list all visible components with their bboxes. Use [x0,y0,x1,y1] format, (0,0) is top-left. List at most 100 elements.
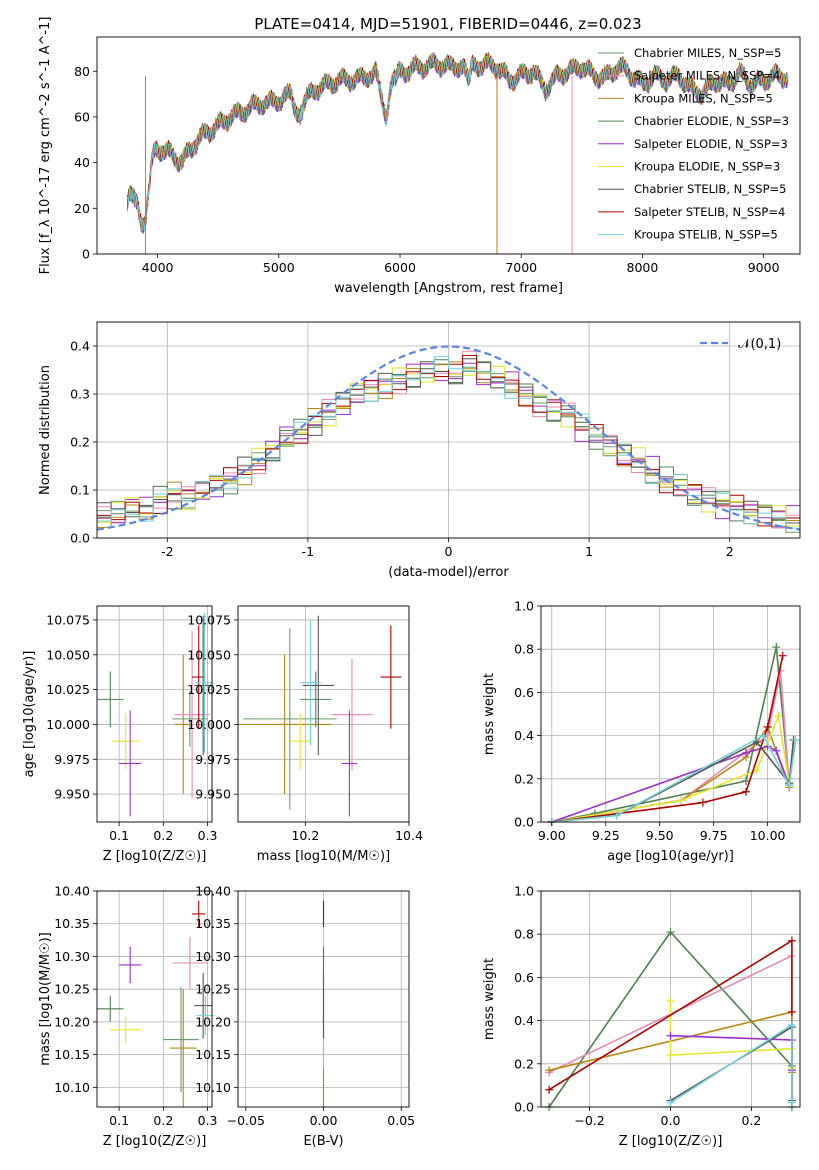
axes-frame [96,605,213,823]
y-axis-label: mass weight [482,673,497,755]
y-tick-label: 9.950 [195,787,231,802]
panel-0: 4000 5000 6000 7000 8000 9000 0 20 40 60 80 wavelen… [38,17,801,296]
panel-1: -2 -1 0 1 2 0.0 0.1 0.2 0.3 0.4 (data-model)/error… [38,321,801,580]
x-axis-label: mass [log10(M/M☉)] [257,849,390,864]
legend-entry: Salpeter STELIB, N_SSP=4 [634,205,785,219]
x-axis-label: Z [log10(Z/Z☉)] [103,1134,207,1149]
legend-entry: 𝒩(0,1) [738,337,781,352]
x-tick-label: 10.4 [395,828,423,843]
x-tick-label: 9.00 [538,828,566,843]
series-marker [787,1007,796,1016]
x-tick-label: 1 [585,544,593,559]
spectrum-line [126,56,789,234]
y-tick-label: 10.25 [195,982,231,997]
spectrum-line [126,55,789,233]
normal-curve [97,345,800,531]
y-tick-label: 0.0 [514,1100,534,1115]
series-marker [666,1031,675,1040]
y-tick-label: 10.025 [187,682,231,697]
panel-7: −0.2 0.0 0.2 0.0 0.2 0.4 0.6 0.8 1.0 Z [log10(Z/Z… [482,884,801,1149]
y-tick-label: 10.35 [54,916,90,931]
y-tick-label: 10.10 [54,1080,90,1095]
x-tick-label: 5000 [263,260,295,275]
y-tick-label: 0.2 [70,435,90,450]
series-marker [612,811,621,820]
y-tick-label: 0.2 [514,1056,534,1071]
series-line [551,646,790,823]
x-tick-label: 0.05 [387,1113,415,1128]
series-line [669,1001,793,1069]
series-marker [666,1098,675,1107]
legend-entry: Kroupa MILES, N_SSP=5 [634,91,773,105]
x-axis-label: wavelength [Angstrom, rest frame] [334,281,563,296]
x-tick-label: 6000 [384,260,416,275]
x-tick-label: 0.2 [153,1113,173,1128]
x-axis-label: (data-model)/error [388,565,509,580]
y-tick-label: 10.000 [187,717,231,732]
x-axis-label: age [log10(age/yr)] [607,849,734,864]
axes-frame [96,36,801,255]
y-tick-label: 1.0 [514,884,534,899]
legend-entry: Chabrier ELODIE, N_SSP=3 [634,114,789,128]
legend-entry: Kroupa ELODIE, N_SSP=3 [634,160,780,174]
series-marker [742,787,751,796]
y-tick-label: 10.10 [195,1080,231,1095]
series-marker [774,712,783,721]
series-marker [791,735,800,744]
axes-frame [237,605,410,823]
y-tick-label: 20 [74,201,90,216]
y-tick-label: 0.8 [514,642,534,657]
series-line [551,745,790,823]
series-marker [677,796,686,805]
legend-entry: Kroupa STELIB, N_SSP=5 [634,228,778,242]
x-tick-label: 0.1 [109,828,129,843]
x-axis-label: E(B-V) [303,1134,343,1149]
y-tick-label: 10.40 [54,884,90,899]
y-tick-label: 10.075 [46,612,90,627]
y-tick-label: 10.40 [195,884,231,899]
y-tick-label: 10.20 [54,1014,90,1029]
y-tick-label: 0.2 [514,771,534,786]
series-marker [785,781,794,790]
x-tick-label: −0.2 [574,1113,604,1128]
x-tick-label: 0.1 [109,1113,129,1128]
series-marker [763,722,772,731]
x-tick-label: 8000 [627,260,659,275]
x-tick-label: 0.00 [310,1113,338,1128]
y-tick-label: 10.20 [195,1014,231,1029]
y-tick-label: 10.050 [187,647,231,662]
x-tick-label: 9.25 [592,828,620,843]
y-tick-label: 40 [74,155,90,170]
y-tick-label: 0.4 [514,728,534,743]
y-tick-label: 9.950 [54,787,90,802]
histogram-series [97,355,800,527]
y-axis-label: mass [log10(M/M☉)] [38,932,53,1065]
legend-entry: Salpeter ELODIE, N_SSP=3 [634,137,788,151]
axes-frame [540,605,801,823]
y-tick-label: 0.0 [70,531,90,546]
y-tick-label: 0.0 [514,815,534,830]
series-marker [752,766,761,775]
y-tick-label: 9.975 [195,752,231,767]
x-axis-label: Z [log10(Z/Z☉)] [103,849,207,864]
y-tick-label: 10.25 [54,982,90,997]
y-tick-label: 0.4 [70,339,90,354]
panel-4: 9.00 9.25 9.50 9.75 10.00 0.0 0.2 0.4 0.6 0.8 1.0 a… [482,599,801,864]
x-tick-label: 10.2 [291,828,319,843]
x-tick-label: 0.3 [198,1113,218,1128]
series-marker [772,643,781,652]
y-tick-label: 0.4 [514,1013,534,1028]
y-tick-label: 9.975 [54,752,90,767]
y-tick-label: 1.0 [514,599,534,614]
legend-entry: Salpeter MILES, N_SSP=4 [634,69,780,83]
y-tick-label: 10.30 [195,949,231,964]
y-tick-label: 0.3 [70,387,90,402]
legend-entry: Chabrier MILES, N_SSP=5 [634,46,781,60]
series-marker [772,746,781,755]
x-tick-label: 0.3 [198,828,218,843]
series-marker [666,928,675,937]
series-marker [698,798,707,807]
series-marker [787,1020,796,1029]
y-tick-label: 0.8 [514,927,534,942]
series-marker [742,776,751,785]
